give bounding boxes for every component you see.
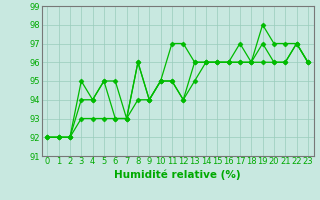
X-axis label: Humidité relative (%): Humidité relative (%): [114, 169, 241, 180]
